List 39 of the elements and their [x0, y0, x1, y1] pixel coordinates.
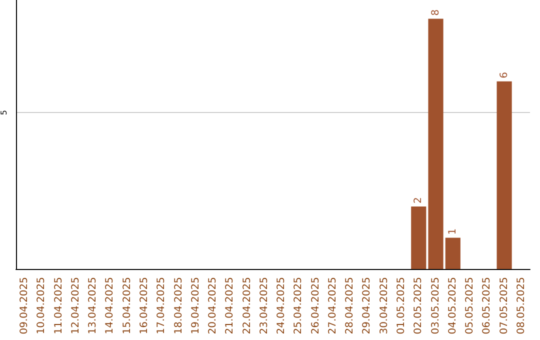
- x-tick-label: 15.04.2025: [122, 277, 133, 334]
- data-label: 8: [430, 9, 442, 16]
- x-tick-label: 22.04.2025: [242, 277, 253, 334]
- x-tick-label: 21.04.2025: [224, 277, 236, 334]
- bar: [411, 206, 426, 269]
- data-label: 2: [413, 197, 424, 204]
- x-tick-label: 27.04.2025: [327, 277, 338, 334]
- x-tick-label: 29.04.2025: [362, 277, 373, 334]
- data-label: 1: [447, 228, 458, 235]
- y-tick-label: 5: [0, 110, 8, 116]
- x-tick-label: 14.04.2025: [104, 277, 116, 334]
- x-tick-label: 07.05.2025: [498, 277, 510, 334]
- bar: [428, 18, 444, 269]
- x-tick-label: 28.04.2025: [344, 277, 356, 334]
- x-tick-label: 23.04.2025: [258, 277, 270, 334]
- x-tick-label: 16.04.2025: [139, 277, 150, 334]
- x-tick-label: 10.04.2025: [36, 277, 48, 334]
- x-tick-label: 17.04.2025: [156, 277, 168, 334]
- data-label: 6: [498, 72, 510, 78]
- x-tick-label: 26.04.2025: [310, 277, 322, 334]
- x-tick-label: 12.04.2025: [70, 277, 82, 334]
- x-tick-label: 01.05.2025: [396, 277, 407, 334]
- x-tick-label: 24.04.2025: [276, 277, 288, 334]
- x-tick-label: 08.05.2025: [516, 277, 527, 334]
- x-tick-label: 04.05.2025: [447, 277, 458, 334]
- x-tick-label: 11.04.2025: [53, 277, 64, 334]
- bar: [496, 81, 512, 269]
- bar: [445, 238, 460, 269]
- x-tick-label: 19.04.2025: [190, 277, 202, 334]
- x-tick-label: 20.04.2025: [208, 277, 219, 334]
- x-tick-label: 09.04.2025: [19, 277, 30, 334]
- x-tick-label: 06.05.2025: [482, 277, 493, 334]
- x-tick-label: 18.04.2025: [173, 277, 184, 334]
- x-tick-label: 03.05.2025: [430, 277, 442, 334]
- x-tick-label: 05.05.2025: [464, 277, 476, 334]
- x-tick-label: 30.04.2025: [378, 277, 390, 334]
- x-tick-label: 02.05.2025: [413, 277, 424, 334]
- x-tick-label: 13.04.2025: [88, 277, 99, 334]
- x-tick-label: 25.04.2025: [293, 277, 304, 334]
